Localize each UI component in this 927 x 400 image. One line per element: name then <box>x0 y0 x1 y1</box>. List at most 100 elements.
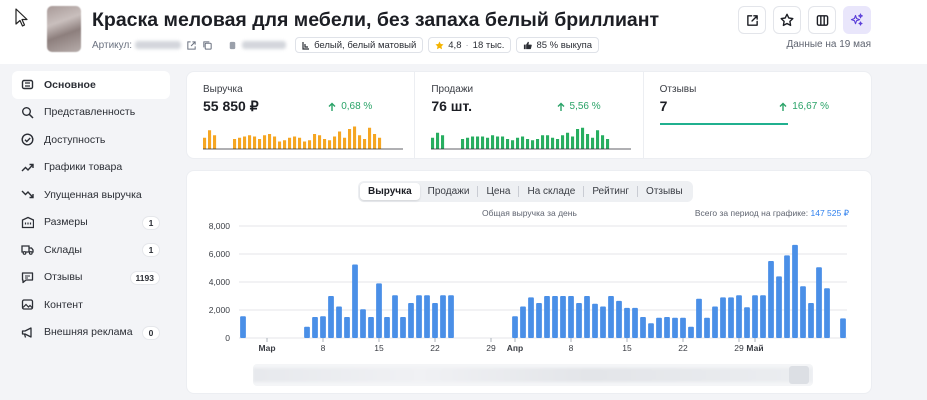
sidebar-item[interactable]: Представленность <box>12 99 170 127</box>
chart-tab[interactable]: На складе <box>527 186 576 197</box>
revenue-bar[interactable] <box>568 296 574 338</box>
revenue-bar[interactable] <box>408 303 414 338</box>
revenue-bar[interactable] <box>648 323 654 338</box>
revenue-bar[interactable] <box>672 317 678 338</box>
revenue-bar[interactable] <box>720 297 726 338</box>
sidebar-item[interactable]: Внешняя реклама 0 <box>12 319 170 347</box>
revenue-bar[interactable] <box>688 326 694 338</box>
revenue-bar[interactable] <box>664 317 670 338</box>
revenue-bar[interactable] <box>344 317 350 338</box>
revenue-bar[interactable] <box>808 303 814 338</box>
sidebar-item-label: Склады <box>44 243 82 256</box>
sidebar-item[interactable]: Упущенная выручка <box>12 181 170 209</box>
revenue-bar[interactable] <box>312 317 318 338</box>
revenue-bar[interactable] <box>760 295 766 338</box>
revenue-bar[interactable] <box>696 298 702 338</box>
revenue-bar[interactable] <box>512 316 518 338</box>
revenue-bar[interactable] <box>328 296 334 338</box>
revenue-bar[interactable] <box>624 307 630 338</box>
revenue-bar[interactable] <box>800 286 806 338</box>
revenue-bar[interactable] <box>432 303 438 338</box>
revenue-bar[interactable] <box>592 303 598 338</box>
revenue-bar[interactable] <box>520 306 526 339</box>
revenue-bar[interactable] <box>336 306 342 339</box>
revenue-bar[interactable] <box>392 295 398 338</box>
trend-icon <box>21 163 34 172</box>
sidebar-item[interactable]: Отзывы 1193 <box>12 264 170 292</box>
revenue-bar[interactable] <box>632 307 638 338</box>
revenue-bar[interactable] <box>784 255 790 338</box>
chart-tab[interactable]: Продажи <box>427 186 470 197</box>
revenue-bar[interactable] <box>304 326 310 338</box>
sidebar-item-label: Контент <box>44 298 83 311</box>
revenue-bar[interactable] <box>544 296 550 338</box>
buyout-chip[interactable]: 85 % выкупа <box>516 37 600 53</box>
revenue-bar[interactable] <box>656 317 662 338</box>
revenue-bar[interactable] <box>816 267 822 338</box>
brand-name[interactable] <box>242 41 287 49</box>
sidebar-item[interactable]: Размеры 1 <box>12 209 170 237</box>
sidebar-item[interactable]: Контент <box>12 291 170 319</box>
chart-range-scroller[interactable] <box>253 364 813 386</box>
open-external-button[interactable] <box>738 6 766 34</box>
revenue-bar[interactable] <box>424 295 430 338</box>
revenue-bar[interactable] <box>728 297 734 338</box>
revenue-bar[interactable] <box>704 317 710 338</box>
revenue-bar[interactable] <box>376 283 382 338</box>
sparkline-bar <box>298 137 302 149</box>
revenue-bar[interactable] <box>384 317 390 338</box>
revenue-bar[interactable] <box>528 297 534 338</box>
revenue-bar[interactable] <box>744 307 750 338</box>
sparkline-bar <box>278 141 282 149</box>
external-link-icon[interactable] <box>186 40 197 51</box>
revenue-bar[interactable] <box>448 295 454 338</box>
sidebar-item[interactable]: Склады 1 <box>12 236 170 264</box>
chart-tab[interactable]: Отзывы <box>646 186 683 197</box>
chart-tab[interactable]: Рейтинг <box>592 186 630 197</box>
rating-chip[interactable]: 4,8 · 18 тыс. <box>428 37 512 53</box>
chart-tab[interactable]: Цена <box>486 186 511 197</box>
revenue-bar[interactable] <box>752 295 758 338</box>
compare-button[interactable] <box>808 6 836 34</box>
color-chip[interactable]: белый, белый матовый <box>295 37 424 53</box>
revenue-bar[interactable] <box>440 295 446 338</box>
arrow-up-icon <box>557 102 565 111</box>
revenue-bar[interactable] <box>792 244 798 338</box>
stat-revenue[interactable]: Выручка 55 850 ₽ 0,68 % <box>187 72 414 158</box>
revenue-bar[interactable] <box>320 316 326 338</box>
sidebar-item[interactable]: Доступность <box>12 126 170 154</box>
revenue-bar[interactable] <box>608 296 614 338</box>
sparkline-bar <box>501 136 505 149</box>
copy-icon[interactable] <box>202 40 213 51</box>
revenue-bar[interactable] <box>824 288 830 338</box>
revenue-bar[interactable] <box>640 317 646 338</box>
stat-sales[interactable]: Продажи 76 шт. 5,56 % <box>414 72 642 158</box>
chart-tab[interactable]: Выручка <box>360 183 420 200</box>
revenue-bar[interactable] <box>416 295 422 338</box>
stat-reviews[interactable]: Отзывы 7 16,67 % <box>642 72 871 158</box>
sidebar-item[interactable]: Графики товара <box>12 154 170 182</box>
revenue-bar[interactable] <box>400 317 406 338</box>
revenue-bar[interactable] <box>600 306 606 339</box>
revenue-bar[interactable] <box>712 306 718 339</box>
revenue-bar[interactable] <box>680 317 686 338</box>
revenue-bar[interactable] <box>240 316 246 338</box>
favorite-button[interactable] <box>773 6 801 34</box>
revenue-bar[interactable] <box>616 300 622 338</box>
revenue-bar[interactable] <box>768 261 774 338</box>
revenue-bar[interactable] <box>368 317 374 338</box>
scroller-handle[interactable] <box>789 366 809 384</box>
revenue-bar[interactable] <box>776 276 782 338</box>
ai-assistant-button[interactable] <box>843 6 871 34</box>
revenue-bar[interactable] <box>584 296 590 338</box>
revenue-bar[interactable] <box>352 264 358 339</box>
revenue-bar[interactable] <box>576 303 582 338</box>
revenue-bar[interactable] <box>536 303 542 338</box>
revenue-bar[interactable] <box>560 296 566 338</box>
revenue-bar[interactable] <box>552 296 558 338</box>
product-thumbnail[interactable] <box>47 6 81 52</box>
sidebar-item[interactable]: Основное <box>12 71 170 99</box>
revenue-bar[interactable] <box>840 318 846 338</box>
revenue-bar[interactable] <box>736 295 742 338</box>
revenue-bar[interactable] <box>360 309 366 338</box>
